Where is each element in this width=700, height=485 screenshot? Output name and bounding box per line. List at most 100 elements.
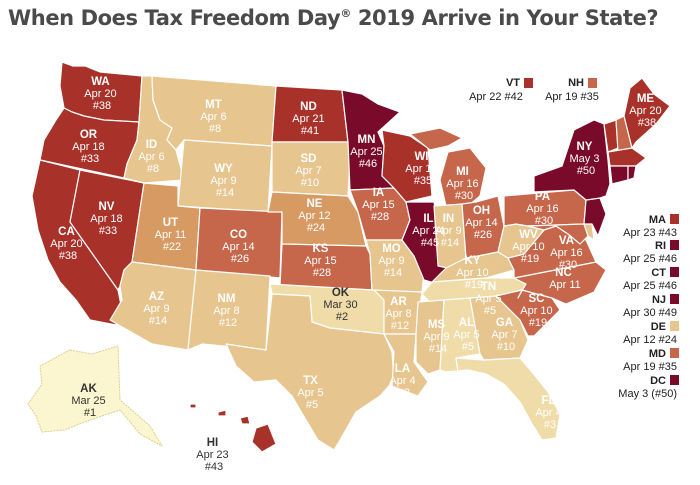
state-ct[interactable] [609, 165, 629, 185]
label-nv-rank: #33 [99, 225, 117, 237]
label-nm-name: NM [218, 293, 236, 305]
label-hi: HI Apr 23 #43 [196, 437, 231, 473]
state-ri[interactable] [627, 165, 637, 181]
label-il-date: Apr 24 [412, 225, 444, 237]
callout-md-swatch [670, 348, 679, 358]
label-sd-rank: #10 [301, 177, 319, 189]
label-mt-rank: #8 [209, 123, 221, 135]
label-ia-name: IA [373, 187, 385, 199]
label-mo-date: Apr 9 [378, 255, 404, 267]
label-sc-rank: #19 [529, 317, 547, 329]
label-ne-name: NE [306, 198, 322, 210]
label-nv-name: NV [98, 201, 114, 213]
label-me: ME Apr 20 #38 [629, 93, 664, 129]
state-hi-island-2[interactable] [217, 409, 227, 417]
label-ia-rank: #28 [371, 211, 389, 223]
label-in-rank: #14 [441, 237, 459, 249]
label-co-rank: #26 [231, 253, 249, 265]
label-sc: SC Apr 10 #19 [520, 293, 555, 329]
callout-ct-swatch [670, 267, 679, 277]
label-mn-date: Apr 25 [350, 146, 382, 158]
label-co-date: Apr 14 [222, 241, 254, 253]
label-or: OR Apr 18 #33 [72, 129, 107, 165]
label-ak: AK Mar 25 #1 [71, 383, 108, 419]
state-hi[interactable] [251, 423, 277, 453]
label-mt-date: Apr 6 [200, 111, 226, 123]
label-mo-rank: #14 [384, 267, 402, 279]
callout-de-name: DE [651, 321, 666, 333]
label-va-name: VA [559, 235, 574, 247]
callout-nh-text: Apr 19 #35 [545, 91, 599, 103]
label-fl-rank: #3 [544, 419, 556, 431]
state-tx[interactable] [225, 293, 395, 451]
label-ak-date: Mar 25 [71, 395, 105, 407]
label-oh-rank: #26 [474, 229, 492, 241]
label-ca: CA Apr 20 #38 [50, 226, 85, 262]
state-mi-up[interactable] [409, 127, 463, 151]
label-wa-date: Apr 20 [84, 88, 116, 100]
label-wa-rank: #38 [93, 100, 111, 112]
label-wy-date: Apr 9 [210, 175, 236, 187]
label-fl-date: Apr 4 [535, 407, 561, 419]
state-ny[interactable] [533, 119, 611, 201]
state-hi-island-3[interactable] [189, 403, 197, 409]
callout-ct-text: Apr 25 #46 [623, 280, 677, 292]
label-ak-name: AK [80, 383, 97, 395]
state-hi-island-1[interactable] [239, 415, 251, 425]
callout-dc-swatch [670, 375, 679, 385]
label-id-rank: #8 [147, 163, 159, 175]
label-va-date: Apr 16 [550, 247, 582, 259]
state-nc[interactable] [513, 261, 607, 305]
label-ms-rank: #14 [429, 343, 447, 355]
label-ca-name: CA [58, 226, 75, 238]
label-ga-rank: #10 [497, 341, 515, 353]
label-az-rank: #14 [149, 315, 167, 327]
label-ks: KS Apr 15 #28 [304, 243, 339, 279]
label-ak-rank: #1 [84, 407, 96, 419]
label-ar-rank: #12 [391, 320, 409, 332]
label-pa: PA Apr 16 #30 [526, 191, 561, 227]
label-nd: ND Apr 21 #41 [292, 101, 327, 137]
label-ok: OK Mar 30 #2 [323, 287, 360, 323]
label-hi-date: Apr 23 [196, 449, 228, 461]
label-ca-rank: #38 [59, 250, 77, 262]
label-az-date: Apr 9 [143, 303, 169, 315]
label-tx: TX Apr 5 #5 [297, 375, 326, 411]
label-tn-name: TN [481, 281, 496, 293]
label-in: IN Apr 9 #14 [435, 213, 464, 249]
state-me[interactable] [623, 77, 671, 149]
label-ne: NE Apr 12 #24 [298, 198, 333, 234]
label-al-date: Apr 5 [453, 329, 479, 341]
label-mt-name: MT [205, 99, 222, 111]
state-mi[interactable] [439, 147, 487, 207]
callout-md-name: MD [649, 348, 666, 360]
label-ms: MS Apr 9 #14 [423, 319, 452, 355]
label-la-name: LA [395, 363, 410, 375]
label-mo: MO Apr 9 #14 [378, 243, 407, 279]
label-ut: UT Apr 11 #22 [155, 217, 190, 253]
label-co: CO Apr 14 #26 [222, 229, 257, 265]
label-mn: MN Apr 25 #46 [350, 134, 385, 170]
label-nv: NV Apr 18 #33 [90, 201, 125, 237]
label-wv: WV Apr 10 #19 [512, 229, 547, 265]
label-nm-date: Apr 8 [213, 305, 239, 317]
label-ms-name: MS [428, 319, 446, 331]
state-fl[interactable] [445, 357, 561, 441]
callout-nh-swatch [588, 78, 597, 88]
label-wi-date: Apr 19 [405, 163, 437, 175]
state-ma[interactable] [607, 147, 647, 167]
callout-ma-name: MA [649, 214, 666, 226]
label-nm-rank: #12 [219, 317, 237, 329]
label-tn-rank: #5 [484, 305, 496, 317]
callout-vt-name: VT [506, 77, 520, 89]
label-ny-date: May 3 [569, 153, 599, 165]
callout-dc-name: DC [650, 375, 666, 387]
label-id-date: Apr 6 [138, 151, 164, 163]
label-va: VA Apr 16 #30 [550, 235, 585, 271]
label-in-name: IN [443, 213, 455, 225]
label-ks-date: Apr 15 [304, 255, 336, 267]
label-tn: TN Apr 5 #5 [475, 281, 504, 317]
label-mi-date: Apr 16 [446, 178, 478, 190]
state-ak[interactable] [27, 345, 163, 447]
label-me-rank: #38 [638, 117, 656, 129]
